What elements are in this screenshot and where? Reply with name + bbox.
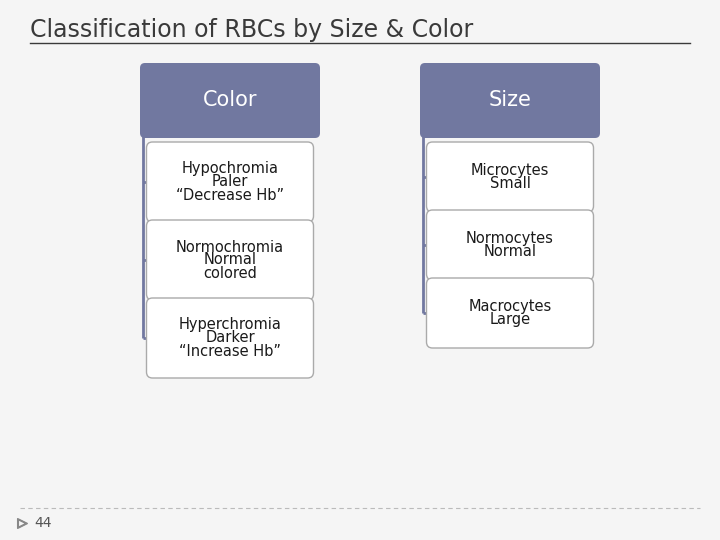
FancyBboxPatch shape: [426, 210, 593, 280]
Text: Microcytes: Microcytes: [471, 163, 549, 178]
Text: “Decrease Hb”: “Decrease Hb”: [176, 187, 284, 202]
Text: Color: Color: [203, 91, 257, 111]
FancyBboxPatch shape: [426, 142, 593, 212]
FancyBboxPatch shape: [426, 278, 593, 348]
Text: Normal: Normal: [484, 244, 536, 259]
Text: Darker: Darker: [205, 330, 255, 346]
Text: Normochromia: Normochromia: [176, 240, 284, 254]
Text: Large: Large: [490, 312, 531, 327]
Text: Small: Small: [490, 176, 531, 191]
Text: Hypochromia: Hypochromia: [181, 161, 279, 177]
Text: colored: colored: [203, 266, 257, 280]
Text: “Increase Hb”: “Increase Hb”: [179, 343, 281, 359]
Text: Size: Size: [489, 91, 531, 111]
FancyBboxPatch shape: [420, 63, 600, 138]
FancyBboxPatch shape: [146, 220, 313, 300]
FancyBboxPatch shape: [146, 298, 313, 378]
Text: 44: 44: [34, 516, 52, 530]
FancyBboxPatch shape: [146, 142, 313, 222]
Text: Paler: Paler: [212, 174, 248, 190]
Text: Normocytes: Normocytes: [466, 231, 554, 246]
Text: Hyperchromia: Hyperchromia: [179, 318, 282, 333]
Text: Classification of RBCs by Size & Color: Classification of RBCs by Size & Color: [30, 18, 473, 42]
Text: Normal: Normal: [204, 253, 256, 267]
FancyBboxPatch shape: [140, 63, 320, 138]
Text: Macrocytes: Macrocytes: [469, 299, 552, 314]
